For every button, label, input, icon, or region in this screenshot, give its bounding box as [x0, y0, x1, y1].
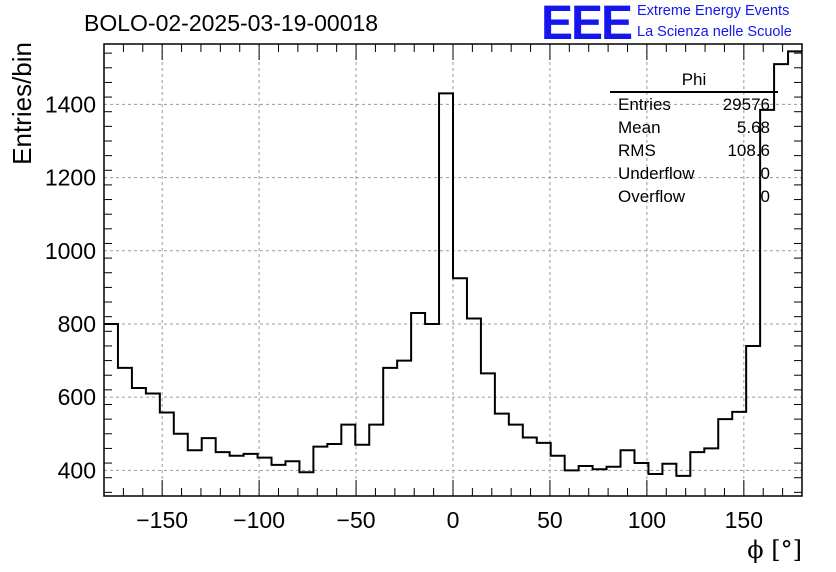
x-tick-label: 150 — [725, 507, 763, 533]
stats-label: Entries — [618, 95, 671, 114]
histogram-bin — [718, 419, 732, 496]
x-tick-label: 50 — [537, 507, 563, 533]
histogram-bin — [788, 51, 802, 496]
histogram-bin — [174, 434, 188, 496]
histogram-bin — [118, 368, 132, 496]
eee-logo: EEE — [541, 0, 633, 50]
histogram-bin — [453, 278, 467, 496]
x-tick-label: −100 — [233, 507, 285, 533]
histogram-bin — [216, 452, 230, 496]
y-tick-label: 1000 — [45, 238, 96, 264]
histogram-bin — [397, 361, 411, 496]
y-tick-label: 400 — [58, 457, 96, 483]
histogram-bin — [425, 324, 439, 496]
histogram-bin — [537, 443, 551, 496]
stats-label: Mean — [618, 118, 661, 137]
histogram-bin — [188, 450, 202, 496]
y-tick-label: 1400 — [45, 91, 96, 117]
histogram-bin — [579, 466, 593, 496]
histogram-bin — [439, 93, 453, 496]
histogram-bin — [104, 324, 118, 496]
histogram-bin — [481, 373, 495, 496]
histogram-bin — [607, 467, 621, 496]
stats-row-underflow: Underflow 0 — [610, 162, 778, 185]
histogram-bin — [648, 474, 662, 496]
logo-line-1: Extreme Energy Events — [637, 3, 790, 19]
histogram-bin — [369, 425, 383, 496]
stats-row-entries: Entries 29576 — [610, 93, 778, 116]
histogram-bin — [634, 463, 648, 496]
histogram-bin — [258, 458, 272, 496]
x-tick-label: −150 — [136, 507, 188, 533]
histogram-bin — [509, 425, 523, 496]
y-axis-label: Entries/bin — [7, 42, 37, 165]
y-tick-label: 800 — [58, 311, 96, 337]
histogram-bin — [341, 425, 355, 496]
x-axis-label: ϕ [°] — [747, 536, 802, 564]
histogram-bin — [411, 313, 425, 496]
y-tick-label: 1200 — [45, 165, 96, 191]
stats-value: 5.68 — [736, 118, 770, 137]
histogram-bin — [299, 472, 313, 496]
stats-row-overflow: Overflow 0 — [610, 185, 778, 208]
histogram-line — [104, 50, 802, 477]
histogram-bin — [132, 388, 146, 496]
stats-label: Underflow — [618, 164, 695, 183]
histogram-bin — [146, 394, 160, 496]
histogram-bin — [313, 447, 327, 496]
x-tick-label: 0 — [447, 507, 460, 533]
stats-row-rms: RMS 108.6 — [610, 139, 778, 162]
stats-title: Phi — [610, 70, 778, 93]
stats-box: Phi Entries 29576 Mean 5.68 RMS 108.6 Un… — [610, 70, 778, 208]
histogram-bin — [523, 437, 537, 496]
histogram-bin — [467, 318, 481, 496]
histogram-bin — [202, 438, 216, 496]
histogram-bin — [244, 454, 258, 496]
histogram-bin — [704, 448, 718, 496]
stats-label: Overflow — [618, 187, 686, 206]
logo-line-2: La Scienza nelle Scuole — [637, 24, 792, 40]
y-tick-label: 600 — [58, 384, 96, 410]
histogram-bin — [565, 470, 579, 496]
histogram-bin — [285, 461, 299, 496]
histogram-bin — [690, 452, 704, 496]
histogram-bin — [230, 456, 244, 496]
stats-row-mean: Mean 5.68 — [610, 116, 778, 139]
stats-value: 0 — [760, 187, 770, 206]
x-tick-label: 100 — [628, 507, 666, 533]
x-tick-label: −50 — [337, 507, 376, 533]
stats-value: 108.6 — [727, 141, 770, 160]
stats-value: 0 — [760, 164, 770, 183]
histogram-bin — [662, 464, 676, 496]
stats-value: 29576 — [722, 95, 770, 114]
histogram-bin — [746, 346, 760, 496]
stats-label: RMS — [618, 141, 656, 160]
histogram-bin — [495, 414, 509, 496]
histogram-bin — [355, 445, 369, 496]
histogram-bin — [593, 469, 607, 496]
histogram-bin — [327, 444, 341, 496]
chart-title: BOLO-02-2025-03-19-00018 — [84, 10, 379, 36]
histogram-bin — [383, 368, 397, 496]
histogram-bin — [551, 456, 565, 496]
histogram-bin — [676, 476, 690, 496]
